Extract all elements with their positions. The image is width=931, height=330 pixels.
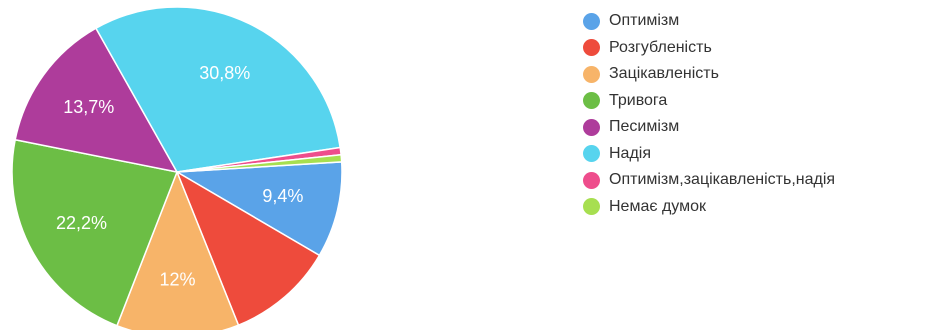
legend-label: Оптимізм xyxy=(609,12,680,30)
pie-slice-2 xyxy=(175,170,321,327)
legend-item[interactable]: Зацікавленість xyxy=(583,61,928,88)
legend-swatch xyxy=(583,171,600,189)
slice-label-1: 9,4% xyxy=(262,186,303,206)
slice-label-4: 22,2% xyxy=(56,213,107,233)
legend-item[interactable]: Оптимізм xyxy=(583,8,928,35)
legend-swatch xyxy=(583,92,600,110)
slice-label-6: 30,8% xyxy=(199,63,250,83)
legend-swatch xyxy=(583,198,600,216)
pie-slice-1 xyxy=(174,161,343,257)
legend-item[interactable]: Немає думок xyxy=(583,194,928,221)
legend-label: Немає думок xyxy=(609,197,707,215)
pie-slice-4 xyxy=(11,138,179,327)
legend-label: Оптимізм,зацікавленість,надія xyxy=(609,171,836,189)
legend: Оптимізм Розгубленість Зацікавленість Триво… xyxy=(583,8,928,220)
slice-label-3: 12% xyxy=(159,270,195,290)
legend-item[interactable]: Надія xyxy=(583,141,928,168)
legend-item[interactable]: Песимізм xyxy=(583,114,928,141)
legend-swatch xyxy=(583,118,600,136)
legend-item[interactable]: Оптимізм,зацікавленість,надія xyxy=(583,167,928,194)
legend-swatch xyxy=(583,65,600,83)
legend-swatch xyxy=(583,12,600,30)
pie-slice-5 xyxy=(14,27,179,174)
legend-item[interactable]: Розгубленість xyxy=(583,35,928,62)
slice-label-5: 13,7% xyxy=(63,97,114,117)
pie-slice-3 xyxy=(115,169,240,330)
legend-label: Зацікавленість xyxy=(609,65,719,83)
pie-slice-6 xyxy=(94,6,342,173)
pie-slice-8 xyxy=(176,153,343,173)
legend-label: Песимізм xyxy=(609,118,680,136)
legend-label: Розгубленість xyxy=(609,38,712,56)
legend-label: Тривога xyxy=(609,91,668,109)
legend-swatch xyxy=(583,39,600,57)
legend-item[interactable]: Тривога xyxy=(583,88,928,115)
legend-swatch xyxy=(583,145,600,163)
legend-label: Надія xyxy=(609,144,652,162)
